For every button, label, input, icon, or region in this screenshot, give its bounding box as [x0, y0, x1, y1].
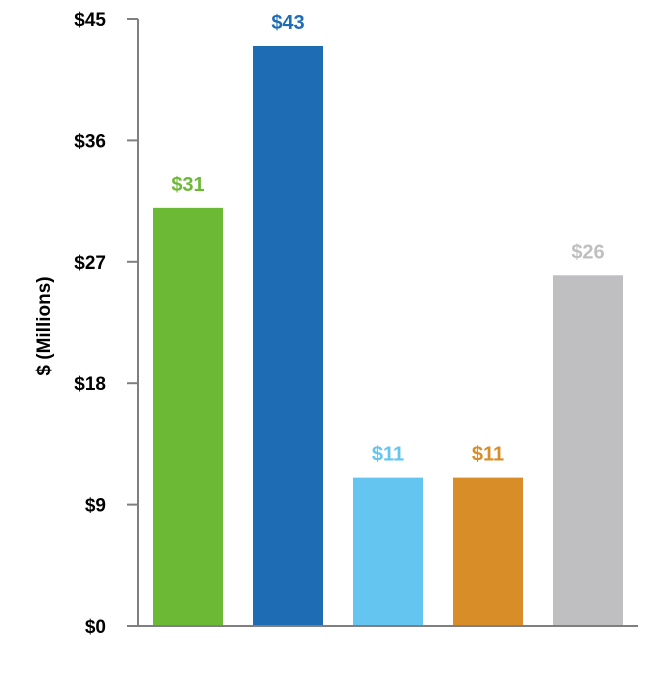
y-axis-ticks: $0 $9 $18 $27 $36 $45 — [74, 10, 138, 638]
y-axis-title: $ (Millions) — [34, 276, 55, 375]
y-tick-label: $9 — [85, 496, 106, 517]
bar — [453, 477, 523, 626]
bar-value-label: $43 — [271, 12, 304, 34]
bar — [353, 477, 423, 626]
bar — [253, 45, 323, 626]
bar — [553, 275, 623, 626]
y-tick-label: $0 — [85, 617, 106, 638]
y-tick-label: $36 — [74, 131, 106, 152]
bars — [153, 45, 623, 626]
bar-value-labels: $31 $43 $11 $11 $26 — [171, 12, 604, 466]
bar — [153, 207, 223, 626]
bar-value-label: $11 — [472, 444, 504, 466]
bar-value-label: $26 — [571, 241, 604, 263]
bar-value-label: $31 — [171, 174, 204, 196]
bar-value-label: $11 — [372, 444, 404, 466]
y-tick-label: $18 — [74, 374, 106, 395]
y-tick-label: $27 — [74, 253, 106, 274]
y-tick-label: $45 — [74, 10, 106, 31]
